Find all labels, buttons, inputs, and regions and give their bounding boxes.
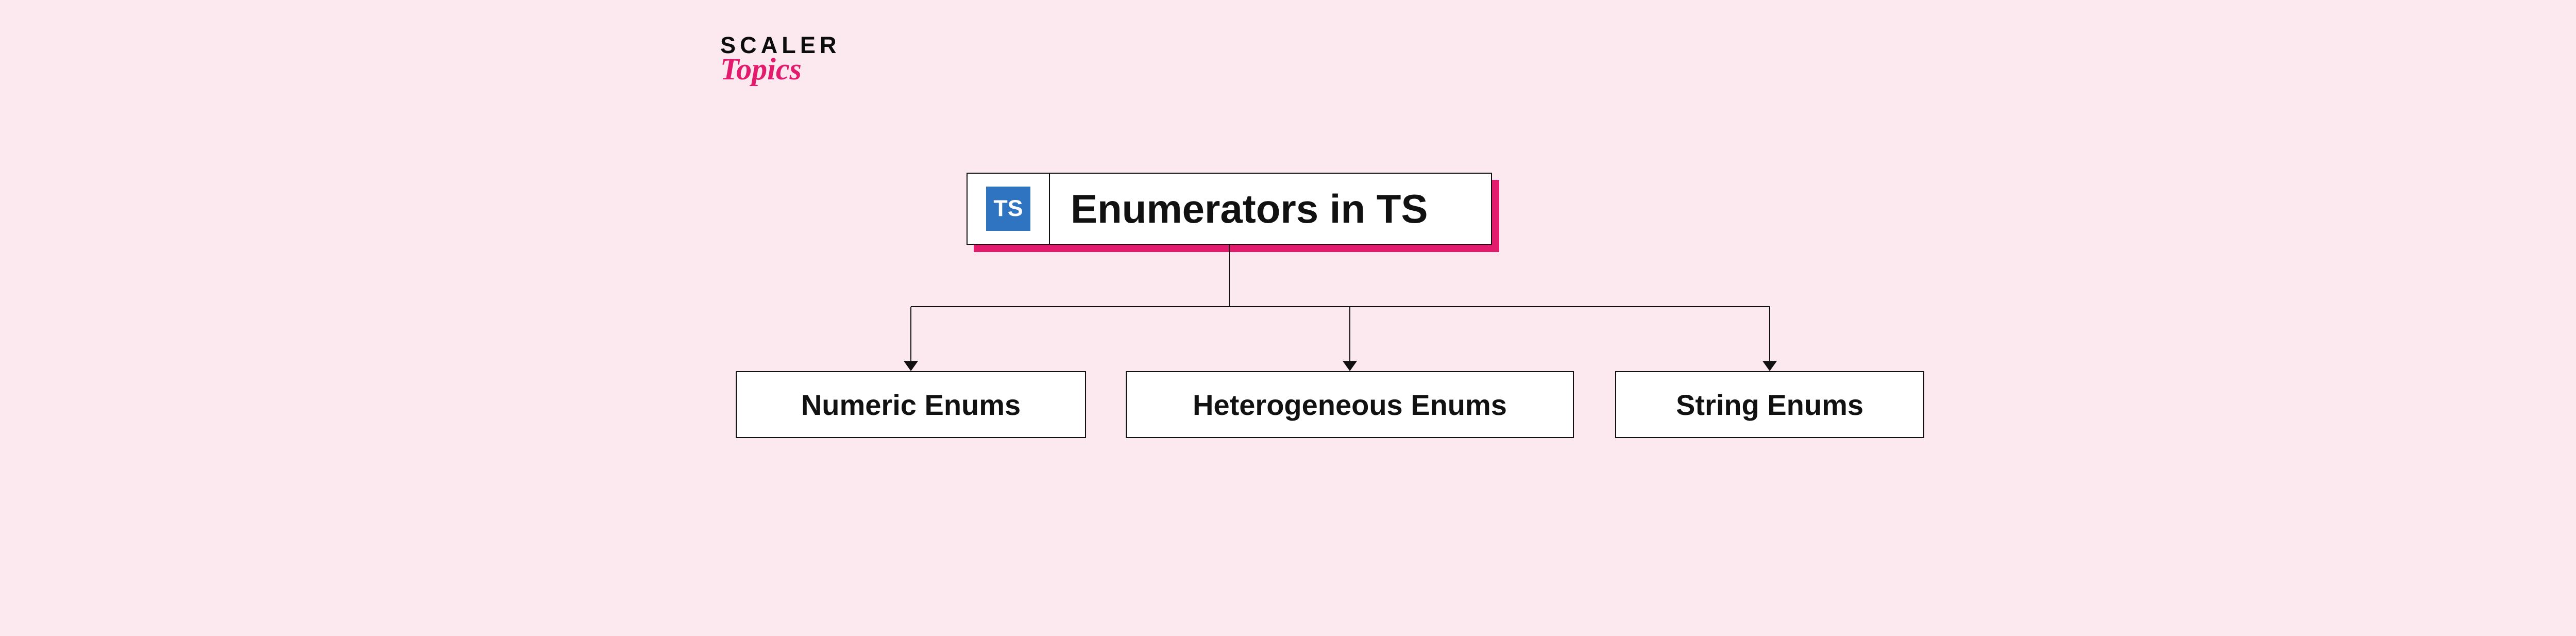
child-node-1: Heterogeneous Enums [1126, 371, 1574, 438]
child-node-2: String Enums [1615, 371, 1924, 438]
root-node: TS Enumerators in TS [967, 173, 1492, 245]
child-node-0: Numeric Enums [736, 371, 1086, 438]
scaler-topics-logo: SCALERTopics [720, 34, 841, 88]
logo-line2: Topics [720, 54, 802, 85]
diagram-canvas: SCALERTopics TS Enumerators in TS Numeric E… [0, 0, 2576, 636]
root-node-label: Enumerators in TS [1050, 174, 1491, 244]
typescript-icon: TS [986, 187, 1030, 231]
connector-lines [0, 0, 2576, 636]
root-icon-cell: TS [968, 174, 1050, 244]
